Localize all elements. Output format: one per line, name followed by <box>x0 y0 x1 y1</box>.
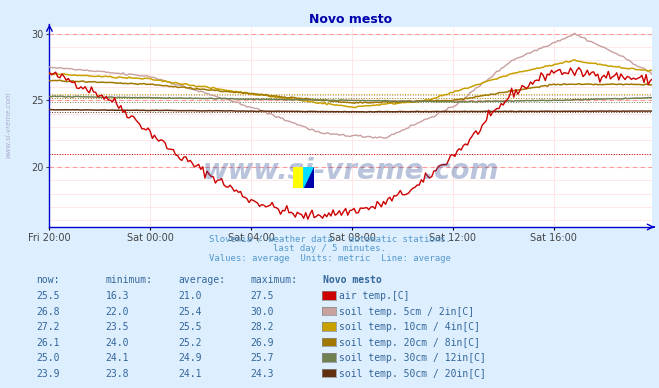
Text: 24.9: 24.9 <box>178 353 202 363</box>
Text: average:: average: <box>178 275 225 286</box>
Text: www.si-vreme.com: www.si-vreme.com <box>5 91 11 158</box>
Text: 27.5: 27.5 <box>250 291 274 301</box>
Text: Values: average  Units: metric  Line: average: Values: average Units: metric Line: aver… <box>208 254 451 263</box>
Text: now:: now: <box>36 275 60 286</box>
Title: Novo mesto: Novo mesto <box>309 13 393 26</box>
Text: 26.9: 26.9 <box>250 338 274 348</box>
Text: 25.0: 25.0 <box>36 353 60 363</box>
Text: 24.3: 24.3 <box>250 369 274 379</box>
Text: 22.0: 22.0 <box>105 307 129 317</box>
Text: 21.0: 21.0 <box>178 291 202 301</box>
Text: 23.8: 23.8 <box>105 369 129 379</box>
Text: Novo mesto: Novo mesto <box>323 275 382 286</box>
Text: last day / 5 minutes.: last day / 5 minutes. <box>273 244 386 253</box>
Text: minimum:: minimum: <box>105 275 152 286</box>
Text: 23.5: 23.5 <box>105 322 129 332</box>
Text: 24.1: 24.1 <box>105 353 129 363</box>
Polygon shape <box>293 167 304 188</box>
Text: 16.3: 16.3 <box>105 291 129 301</box>
Text: 25.5: 25.5 <box>36 291 60 301</box>
Polygon shape <box>304 167 314 188</box>
Text: soil temp. 10cm / 4in[C]: soil temp. 10cm / 4in[C] <box>339 322 480 332</box>
Text: 30.0: 30.0 <box>250 307 274 317</box>
Text: 28.2: 28.2 <box>250 322 274 332</box>
Text: maximum:: maximum: <box>250 275 297 286</box>
Text: 25.7: 25.7 <box>250 353 274 363</box>
Text: soil temp. 20cm / 8in[C]: soil temp. 20cm / 8in[C] <box>339 338 480 348</box>
Polygon shape <box>304 167 314 188</box>
Text: 24.1: 24.1 <box>178 369 202 379</box>
Text: 25.4: 25.4 <box>178 307 202 317</box>
Text: 26.1: 26.1 <box>36 338 60 348</box>
Text: 24.0: 24.0 <box>105 338 129 348</box>
Text: 25.2: 25.2 <box>178 338 202 348</box>
Text: air temp.[C]: air temp.[C] <box>339 291 410 301</box>
Text: 27.2: 27.2 <box>36 322 60 332</box>
Text: 26.8: 26.8 <box>36 307 60 317</box>
Text: soil temp. 5cm / 2in[C]: soil temp. 5cm / 2in[C] <box>339 307 474 317</box>
Text: soil temp. 50cm / 20in[C]: soil temp. 50cm / 20in[C] <box>339 369 486 379</box>
Polygon shape <box>293 167 304 188</box>
Text: 25.5: 25.5 <box>178 322 202 332</box>
Text: www.si-vreme.com: www.si-vreme.com <box>203 157 499 185</box>
Text: Slovenia / weather data - automatic stations.: Slovenia / weather data - automatic stat… <box>208 235 451 244</box>
Text: soil temp. 30cm / 12in[C]: soil temp. 30cm / 12in[C] <box>339 353 486 363</box>
Text: 23.9: 23.9 <box>36 369 60 379</box>
